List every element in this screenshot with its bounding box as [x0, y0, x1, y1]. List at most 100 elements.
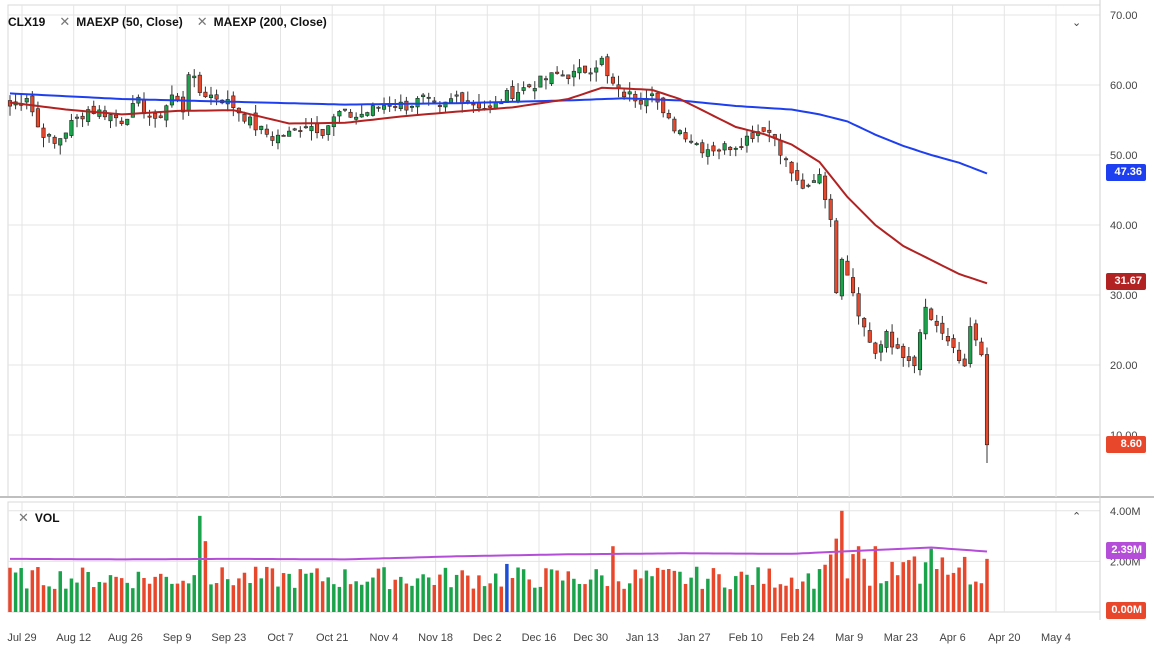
price-candle	[878, 344, 883, 353]
volume-bar	[533, 587, 537, 612]
x-tick-label: May 4	[1041, 632, 1071, 644]
price-candle	[382, 105, 387, 110]
price-candle	[432, 100, 437, 103]
volume-bar	[438, 574, 442, 612]
price-candle	[828, 198, 833, 220]
volume-bar	[337, 586, 342, 612]
remove-volume-icon[interactable]: ✕	[18, 510, 29, 525]
volume-bar	[237, 578, 241, 612]
volume-bar	[371, 577, 375, 612]
price-candle	[130, 103, 135, 118]
volume-bar	[544, 568, 548, 612]
price-candle	[895, 344, 900, 349]
volume-bar	[142, 578, 146, 612]
volume-bar	[276, 586, 280, 612]
price-candle	[80, 115, 85, 120]
volume-bar	[918, 583, 922, 612]
volume-bar	[923, 562, 928, 612]
volume-bar	[717, 574, 721, 612]
price-candle	[811, 180, 816, 183]
volume-bar	[773, 587, 777, 612]
price-legend: CLX19 ✕ MAEXP (50, Close) ✕ MAEXP (200, …	[8, 14, 327, 30]
price-candle	[583, 65, 588, 73]
price-candle	[47, 134, 52, 137]
price-candle	[108, 114, 113, 122]
volume-bar	[527, 579, 531, 612]
volume-bar	[298, 569, 303, 612]
last-price-tag: 8.60	[1106, 436, 1146, 453]
volume-bar	[270, 568, 275, 612]
volume-bar	[226, 579, 230, 612]
volume-bar	[622, 588, 626, 612]
price-candle	[850, 277, 856, 294]
price-candle	[326, 125, 331, 135]
volume-bar	[332, 584, 336, 612]
volume-bar	[739, 571, 744, 612]
volume-bar	[415, 578, 420, 612]
x-tick-label: Feb 10	[729, 632, 763, 644]
volume-bar	[92, 587, 96, 612]
price-candle	[638, 100, 643, 105]
y-tick-label: 50.00	[1110, 150, 1138, 162]
price-candle	[806, 184, 811, 187]
volume-bar	[583, 584, 587, 612]
price-candle	[856, 293, 861, 317]
ma200-label[interactable]: MAEXP (200, Close)	[213, 15, 327, 29]
volume-average-tag: 2.39M	[1106, 542, 1146, 559]
volume-label[interactable]: VOL	[34, 511, 60, 525]
volume-bar	[957, 567, 961, 612]
volume-bar	[477, 575, 481, 612]
price-candle	[979, 341, 984, 356]
volume-bar	[694, 566, 699, 612]
price-candle	[571, 70, 576, 78]
volume-bar	[761, 583, 766, 612]
y-tick-label: 70.00	[1110, 10, 1138, 22]
price-candle	[415, 98, 420, 108]
volume-bar	[616, 581, 621, 612]
price-candle	[309, 126, 314, 132]
volume-bar	[209, 584, 213, 612]
price-candle	[845, 260, 850, 276]
price-candle	[649, 93, 655, 96]
collapse-volume-panel-icon[interactable]: ⌃	[1072, 511, 1082, 523]
volume-bar	[114, 576, 118, 612]
price-candle	[63, 132, 68, 139]
price-candle	[248, 116, 253, 126]
price-candle	[549, 72, 554, 85]
volume-bar	[343, 569, 347, 612]
volume-bar	[683, 583, 688, 612]
price-candle	[672, 118, 677, 132]
price-candle	[443, 101, 448, 108]
price-candle	[365, 112, 370, 116]
volume-bar	[320, 581, 325, 612]
volume-legend: ✕ VOL	[18, 510, 60, 526]
x-tick-label: Dec 16	[522, 632, 557, 644]
volume-bar	[856, 546, 861, 612]
volume-bar	[566, 571, 571, 612]
volume-bar	[19, 568, 23, 612]
price-candle	[560, 74, 565, 77]
volume-bar	[359, 584, 364, 612]
volume-bar	[555, 570, 559, 612]
symbol-label[interactable]: CLX19	[8, 15, 46, 29]
volume-bar	[220, 567, 224, 612]
price-candle	[186, 74, 191, 111]
price-candle	[951, 338, 956, 348]
volume-bar	[315, 568, 319, 612]
volume-bar	[661, 569, 665, 612]
volume-bar	[940, 557, 945, 612]
volume-bar	[890, 561, 894, 612]
volume-bar	[521, 569, 526, 612]
volume-average-line	[10, 546, 988, 561]
price-candle	[315, 123, 320, 134]
x-tick-label: Dec 2	[473, 632, 502, 644]
ma50-label[interactable]: MAEXP (50, Close)	[76, 15, 183, 29]
collapse-price-panel-icon[interactable]: ⌄	[1072, 17, 1082, 29]
volume-bar	[935, 569, 939, 612]
volume-bar	[52, 588, 57, 612]
remove-ma50-icon[interactable]: ✕	[59, 14, 71, 29]
volume-bar	[376, 568, 381, 612]
volume-bar	[789, 577, 794, 612]
remove-ma200-icon[interactable]: ✕	[196, 14, 208, 29]
